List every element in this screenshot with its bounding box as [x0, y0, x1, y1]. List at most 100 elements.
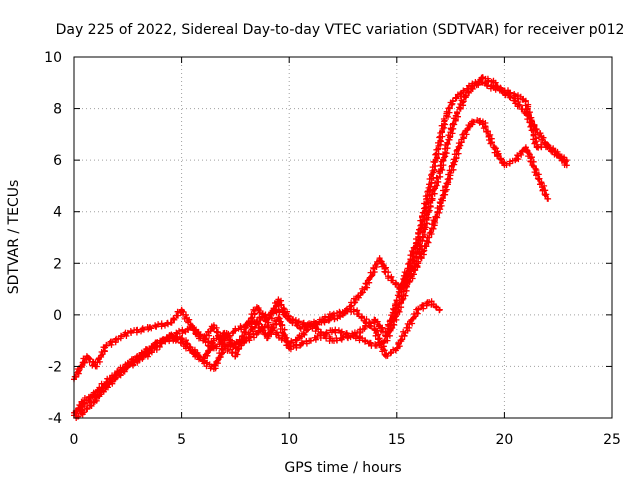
- data-point: [455, 112, 459, 115]
- y-axis-label: SDTVAR / TECUs: [6, 180, 22, 295]
- data-point: [288, 318, 291, 322]
- data-point: [244, 336, 248, 340]
- x-tick-label: 25: [603, 432, 621, 448]
- data-point: [201, 360, 205, 363]
- y-tick-label: 10: [44, 50, 62, 66]
- data-point: [406, 267, 409, 270]
- data-point: [277, 308, 280, 311]
- data-point: [309, 323, 312, 327]
- data-point: [524, 99, 528, 103]
- data-point: [94, 365, 97, 368]
- data-point: [223, 331, 226, 335]
- y-tick-label: -4: [48, 411, 62, 427]
- data-point: [513, 158, 517, 162]
- data-point: [277, 334, 280, 337]
- data-point: [83, 398, 86, 402]
- data-point: [425, 197, 429, 201]
- y-tick-label: 2: [53, 256, 62, 272]
- data-point: [255, 321, 259, 324]
- data-point: [374, 318, 377, 322]
- data-point: [470, 84, 474, 87]
- data-point: [438, 308, 442, 311]
- data-point: [546, 197, 549, 201]
- data-point: [395, 300, 398, 304]
- data-point: [417, 308, 420, 311]
- data-point: [451, 99, 454, 103]
- data-point: [374, 344, 377, 347]
- data-point: [212, 339, 216, 342]
- chart-title: Day 225 of 2022, Sidereal Day-to-day VTE…: [56, 22, 625, 38]
- data-point: [223, 344, 226, 347]
- tick-layer: 0 5 10 15 20 25 -4 -2 0 2 4 6 8 10: [44, 50, 621, 448]
- data-point: [288, 347, 291, 350]
- data-point: [430, 197, 433, 201]
- data-point: [406, 282, 409, 286]
- data-point: [266, 336, 269, 340]
- y-tick-label: 8: [53, 102, 62, 118]
- data-layer: [71, 74, 570, 421]
- data-point: [438, 205, 442, 208]
- data-point: [374, 329, 377, 332]
- y-tick-label: -2: [48, 359, 62, 375]
- data-point: [255, 305, 259, 309]
- data-point: [460, 138, 463, 141]
- data-point: [148, 326, 151, 329]
- data-point: [503, 89, 506, 92]
- data-point: [417, 236, 420, 239]
- data-point: [384, 339, 388, 342]
- data-point: [492, 81, 495, 84]
- data-point: [427, 236, 431, 239]
- data-point: [277, 316, 280, 319]
- data-point: [406, 326, 409, 329]
- data-point: [244, 326, 248, 329]
- data-point: [412, 262, 416, 265]
- x-axis-label: GPS time / hours: [284, 460, 401, 476]
- data-point: [352, 308, 355, 311]
- data-point: [277, 298, 280, 301]
- data-point: [105, 344, 108, 347]
- data-point: [535, 146, 538, 149]
- data-point: [492, 86, 495, 90]
- data-point: [449, 171, 452, 175]
- data-point: [395, 313, 398, 317]
- data-point: [180, 308, 183, 311]
- data-point: [535, 171, 538, 175]
- data-point: [386, 274, 390, 278]
- data-point: [352, 334, 355, 337]
- data-point: [212, 367, 216, 371]
- data-point: [442, 120, 446, 123]
- data-point: [513, 94, 517, 97]
- data-point: [331, 329, 334, 332]
- data-point: [546, 143, 549, 146]
- data-point: [503, 164, 506, 167]
- data-point: [384, 354, 388, 358]
- data-point: [434, 158, 437, 162]
- plot-frame: [73, 56, 613, 419]
- data-point: [298, 326, 302, 329]
- data-point: [126, 365, 129, 368]
- data-point: [481, 76, 485, 79]
- data-point: [180, 336, 183, 340]
- y-tick-label: 0: [53, 308, 62, 324]
- data-point: [470, 120, 474, 123]
- data-point: [395, 347, 398, 350]
- x-tick-label: 5: [177, 432, 186, 448]
- data-point: [481, 120, 485, 123]
- data-point: [460, 91, 463, 95]
- x-tick-label: 20: [495, 432, 513, 448]
- series-trace-4: [73, 117, 552, 421]
- data-point: [513, 99, 517, 103]
- data-point: [524, 146, 528, 149]
- data-point: [447, 138, 450, 141]
- data-point: [464, 94, 467, 97]
- y-tick-label: 6: [53, 153, 62, 169]
- data-point: [191, 326, 194, 329]
- data-point: [565, 164, 569, 167]
- data-point: [331, 339, 334, 342]
- data-point: [363, 287, 366, 291]
- data-point: [212, 323, 216, 327]
- grid-layer: [74, 57, 612, 418]
- data-point: [77, 370, 80, 373]
